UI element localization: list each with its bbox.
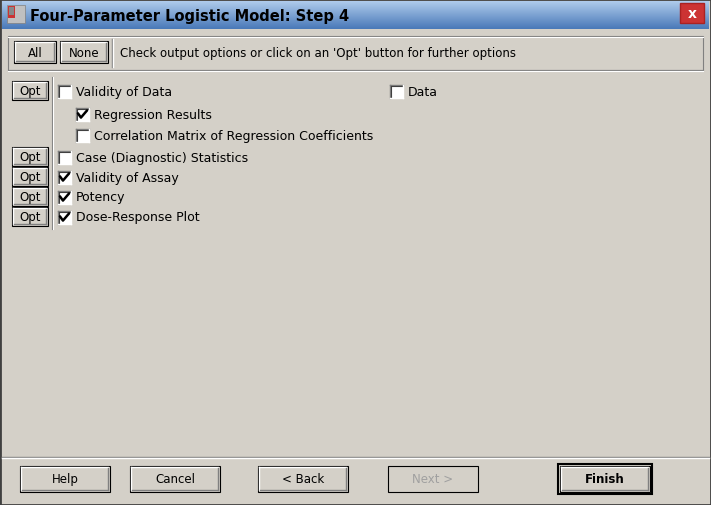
Bar [76, 108, 89, 121]
Bar [2, 17, 709, 18]
Text: x: x [688, 7, 697, 21]
Text: Opt: Opt [19, 85, 41, 98]
Text: Opt: Opt [19, 171, 41, 184]
Text: Opt: Opt [19, 190, 41, 204]
Bar [7, 6, 25, 24]
Bar [12, 208, 48, 227]
Text: Opt: Opt [19, 150, 41, 164]
Bar [560, 466, 650, 492]
Bar [2, 2, 709, 3]
Bar [2, 4, 709, 5]
Bar [2, 27, 709, 28]
Bar [2, 9, 709, 10]
Bar [390, 85, 403, 98]
Text: Potency: Potency [76, 191, 126, 204]
Text: Cancel: Cancel [155, 473, 195, 485]
Bar [20, 466, 110, 492]
Bar [2, 15, 709, 16]
Text: Dose-Response Plot: Dose-Response Plot [76, 211, 200, 224]
Text: Opt: Opt [19, 211, 41, 224]
Bar [8, 7, 15, 19]
Bar [12, 188, 48, 207]
Text: Validity of Data: Validity of Data [76, 85, 172, 98]
Text: Check output options or click on an 'Opt' button for further options: Check output options or click on an 'Opt… [120, 46, 516, 60]
Bar [12, 168, 48, 187]
Text: Data: Data [408, 85, 438, 98]
Bar [258, 466, 348, 492]
Text: < Back: < Back [282, 473, 324, 485]
Bar [2, 23, 709, 24]
Bar [2, 18, 709, 19]
Bar [2, 20, 709, 21]
Bar [12, 147, 48, 167]
Bar [2, 10, 709, 11]
Text: Finish: Finish [585, 473, 625, 485]
Text: Regression Results: Regression Results [94, 108, 212, 121]
Bar [9, 8, 14, 16]
Bar [58, 151, 71, 164]
Bar [2, 14, 709, 15]
Bar [2, 13, 709, 14]
Text: All: All [28, 46, 43, 60]
Bar [2, 28, 709, 29]
Text: Help: Help [52, 473, 78, 485]
Bar [2, 26, 709, 27]
Text: Next >: Next > [412, 473, 454, 485]
Bar [2, 6, 709, 7]
Bar [58, 191, 71, 204]
Bar [2, 25, 709, 26]
Bar [2, 29, 709, 30]
Text: Validity of Assay: Validity of Assay [76, 171, 178, 184]
Bar [58, 211, 71, 224]
Bar [680, 4, 704, 24]
Bar [58, 171, 71, 184]
Bar [2, 5, 709, 6]
Bar [2, 21, 709, 22]
Bar [2, 7, 709, 8]
Bar [2, 3, 709, 4]
Text: Case (Diagnostic) Statistics: Case (Diagnostic) Statistics [76, 151, 248, 164]
Bar [60, 42, 108, 64]
Text: Four-Parameter Logistic Model: Step 4: Four-Parameter Logistic Model: Step 4 [30, 9, 349, 23]
Bar [2, 16, 709, 17]
Bar [2, 12, 709, 13]
Bar [2, 24, 709, 25]
Bar [2, 22, 709, 23]
Bar [388, 466, 478, 492]
Bar [130, 466, 220, 492]
Bar [2, 11, 709, 12]
Bar [558, 464, 652, 494]
Bar [2, 19, 709, 20]
Bar [2, 8, 709, 9]
Bar [76, 129, 89, 142]
Bar [8, 37, 703, 71]
Text: Correlation Matrix of Regression Coefficients: Correlation Matrix of Regression Coeffic… [94, 129, 373, 142]
Bar [12, 82, 48, 101]
Bar [58, 85, 71, 98]
Bar [14, 42, 56, 64]
Text: None: None [69, 46, 100, 60]
